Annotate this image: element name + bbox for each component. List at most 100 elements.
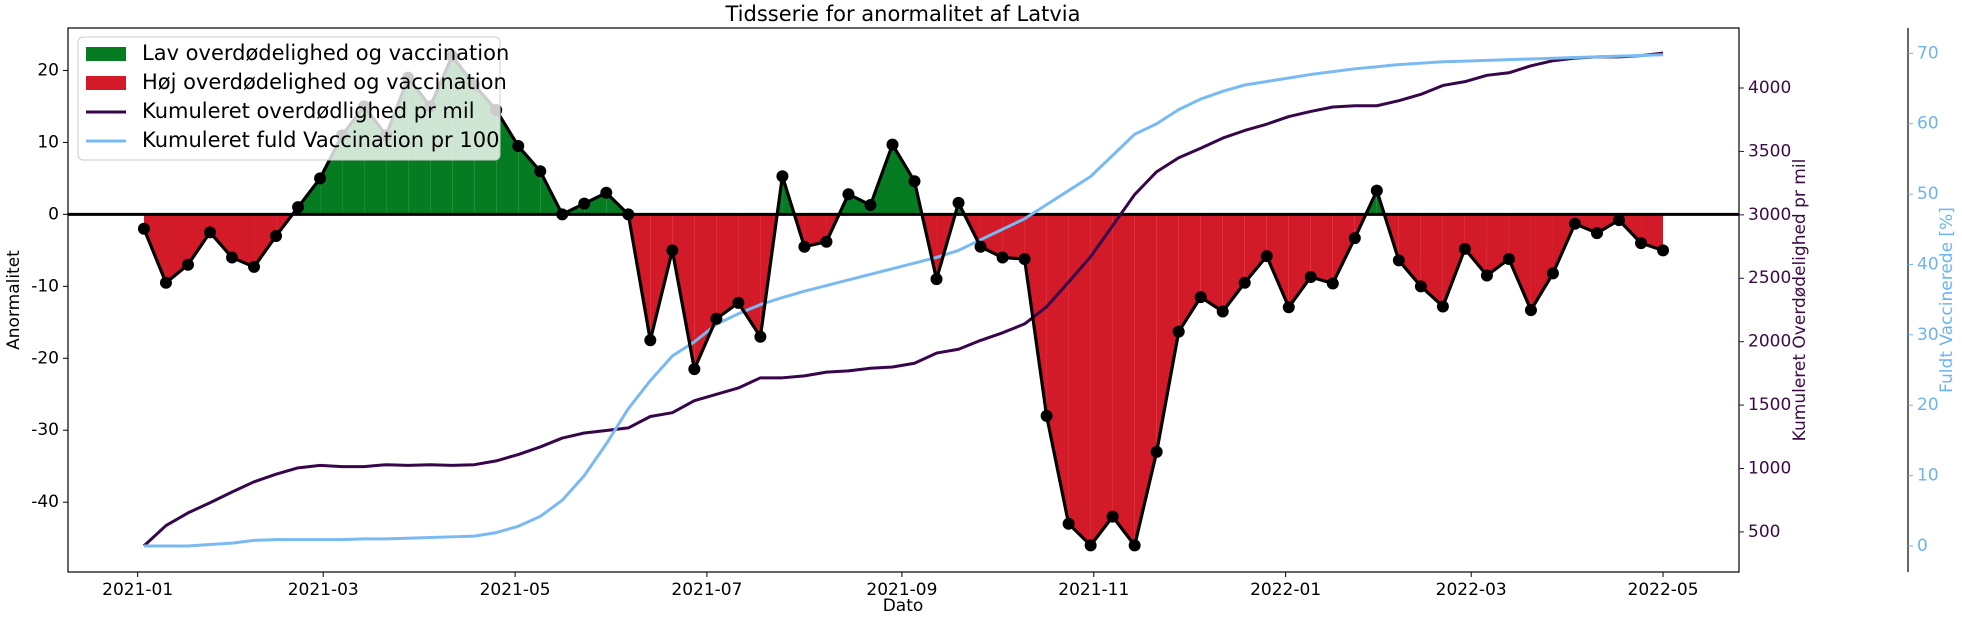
- y3-tick-label: 60: [1917, 114, 1939, 134]
- fill-area: [1200, 214, 1223, 312]
- y-tick-label: 10: [37, 132, 59, 152]
- fill-area: [1112, 214, 1135, 546]
- data-point: [1392, 254, 1405, 267]
- y-tick-label: 0: [48, 204, 59, 224]
- data-point: [930, 273, 943, 286]
- data-point: [996, 251, 1009, 264]
- fill-area: [1464, 214, 1487, 276]
- data-point: [1106, 510, 1119, 523]
- data-point: [798, 240, 811, 253]
- data-point: [1370, 184, 1383, 197]
- data-point: [886, 138, 899, 151]
- y2-tick-label: 2500: [1748, 268, 1791, 288]
- x-tick-label: 2021-05: [480, 580, 551, 600]
- data-point: [842, 188, 855, 201]
- x-tick-label: 2021-03: [288, 580, 359, 600]
- y2-tick-label: 2000: [1748, 332, 1791, 352]
- y-tick-label: -10: [31, 276, 59, 296]
- fill-area: [1222, 214, 1245, 312]
- fill-area: [496, 110, 519, 215]
- data-point: [1216, 305, 1229, 318]
- data-point: [1194, 291, 1207, 304]
- fill-area: [650, 214, 673, 341]
- legend-swatch: [86, 47, 126, 61]
- data-point: [1172, 325, 1185, 338]
- legend-label: Lav overdødelighed og vaccination: [142, 41, 509, 65]
- y3-tick-label: 50: [1917, 184, 1939, 204]
- data-point: [226, 251, 239, 264]
- fill-area: [187, 214, 211, 265]
- data-point: [204, 226, 217, 239]
- y2-tick-label: 3000: [1748, 205, 1791, 225]
- y3-tick-label: 40: [1917, 254, 1939, 274]
- data-point: [181, 258, 194, 271]
- fill-area: [1266, 214, 1289, 308]
- legend-box: [77, 36, 501, 161]
- y2-tick-label: 3500: [1748, 141, 1791, 161]
- data-point: [137, 222, 150, 235]
- fill-area: [1046, 214, 1069, 524]
- fill-area: [1156, 214, 1179, 452]
- fill-area: [1068, 214, 1091, 546]
- fill-area: [1530, 214, 1553, 311]
- data-point: [1635, 237, 1648, 250]
- data-point: [732, 296, 745, 309]
- fill-area: [1310, 214, 1333, 284]
- data-point: [1480, 269, 1493, 282]
- fill-area: [210, 214, 233, 258]
- fill-area: [584, 192, 607, 215]
- data-point: [1348, 232, 1361, 245]
- data-point: [952, 196, 965, 209]
- data-point: [710, 312, 723, 325]
- legend-label: Kumuleret fuld Vaccination pr 100: [142, 128, 499, 152]
- data-point: [512, 140, 525, 153]
- fill-area: [518, 146, 541, 215]
- data-point: [1590, 227, 1603, 240]
- fill-area: [232, 214, 255, 267]
- fill-area: [804, 214, 827, 247]
- y3-tick-label: 20: [1917, 395, 1939, 415]
- x-tick-label: 2021-01: [102, 580, 173, 600]
- data-point: [1458, 242, 1471, 255]
- fill-area: [1134, 214, 1157, 546]
- data-point: [644, 334, 657, 347]
- data-point: [1436, 300, 1449, 313]
- fill-area: [1090, 214, 1113, 546]
- fill-area: [848, 194, 871, 215]
- series-line: [143, 53, 1664, 548]
- data-point: [666, 244, 679, 257]
- x-tick-label: 2021-07: [671, 580, 742, 600]
- data-point: [776, 170, 789, 183]
- data-point: [248, 260, 261, 273]
- data-point: [908, 175, 921, 188]
- x-tick-label: 2022-05: [1628, 580, 1699, 600]
- data-point: [754, 330, 767, 343]
- y-tick-label: -20: [31, 348, 59, 368]
- y2-tick-label: 4000: [1748, 78, 1791, 98]
- y2-axis-label: Kumuleret Overdødelighed pr mil: [1790, 159, 1810, 442]
- legend-swatch: [86, 76, 126, 90]
- x-tick-label: 2021-09: [866, 580, 937, 600]
- data-point: [1040, 409, 1053, 422]
- data-point: [820, 235, 833, 248]
- fill-area: [1508, 214, 1531, 311]
- fill-area: [716, 214, 739, 319]
- data-point: [1260, 250, 1273, 263]
- data-point: [1282, 301, 1295, 314]
- y3-tick-label: 70: [1917, 43, 1939, 63]
- fill-area: [1398, 214, 1421, 287]
- data-point: [1084, 539, 1097, 552]
- data-point: [1546, 267, 1559, 280]
- data-point: [1657, 244, 1670, 257]
- fill-area: [1420, 214, 1443, 307]
- data-point: [600, 186, 613, 199]
- data-point: [1150, 445, 1163, 458]
- data-point: [314, 172, 327, 185]
- y3-tick-label: 0: [1917, 536, 1928, 556]
- data-point: [556, 208, 569, 221]
- data-point: [1502, 252, 1515, 265]
- data-point: [534, 165, 547, 178]
- legend-label: Kumuleret overdødlighed pr mil: [142, 99, 475, 123]
- y2-tick-label: 1500: [1748, 395, 1791, 415]
- data-point: [159, 276, 172, 289]
